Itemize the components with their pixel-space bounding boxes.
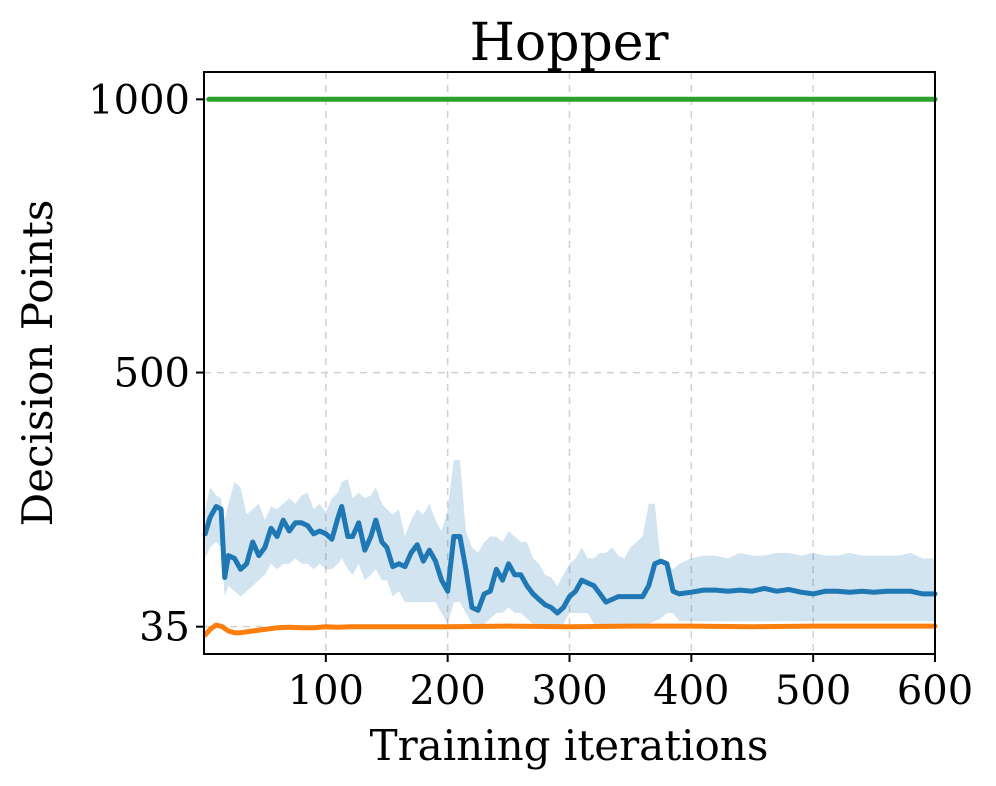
confidence-bands [205,460,935,630]
y-axis-label: Decision Points [13,200,62,527]
series-1-line [202,504,938,616]
y-tick-label: 35 [139,605,190,651]
x-tick-label: 500 [775,668,851,714]
series-2-line [202,622,938,638]
y-tick-label: 1000 [88,77,190,123]
series-1-band [205,460,935,630]
x-tick-label: 600 [897,668,973,714]
x-tick-label: 100 [288,668,364,714]
x-tick-label: 300 [531,668,607,714]
series-lines [202,96,938,638]
y-tick-label: 500 [114,351,190,397]
chart-title: Hopper [470,13,669,73]
x-tick-label: 400 [653,668,729,714]
x-tick-label: 200 [409,668,485,714]
x-axis-label: Training iterations [370,721,769,770]
axis-ticks: 100 200 300 400 500 600 35 500 1000 [88,77,973,714]
